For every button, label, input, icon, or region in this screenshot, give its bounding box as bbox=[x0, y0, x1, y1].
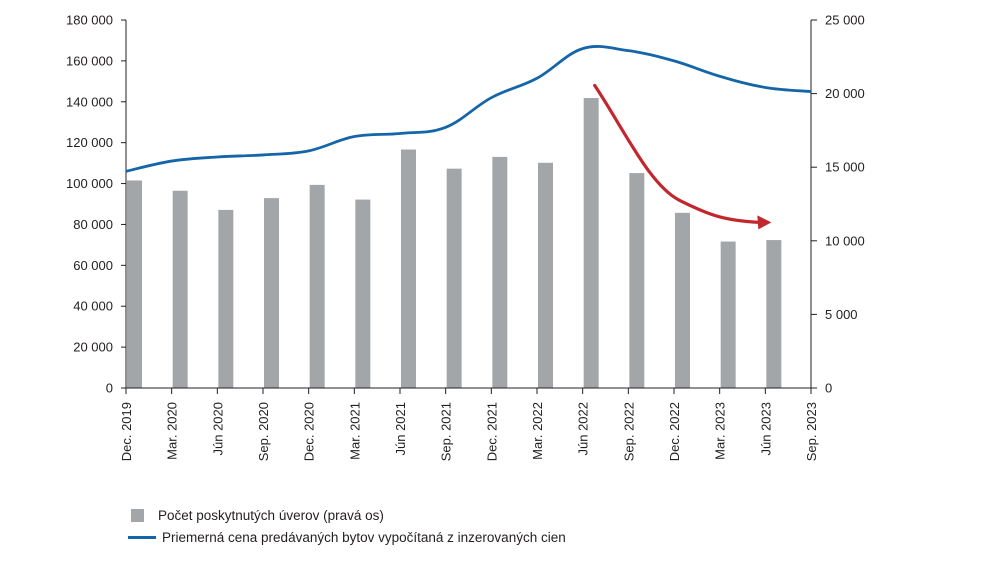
right-tick-label: 0 bbox=[825, 381, 832, 396]
left-tick-label: 40 000 bbox=[73, 299, 113, 314]
bar-4 bbox=[309, 184, 325, 388]
x-tick-label: Mar. 2023 bbox=[713, 402, 728, 460]
decline-arrowhead bbox=[757, 215, 772, 230]
bar-9 bbox=[538, 162, 553, 388]
left-tick-label: 180 000 bbox=[66, 13, 113, 28]
legend-loans-label: Počet poskytnutých úverov (pravá os) bbox=[158, 508, 384, 523]
bar-7 bbox=[446, 168, 462, 388]
bar-12 bbox=[675, 212, 690, 388]
legend-item-loans: Počet poskytnutých úverov (pravá os) bbox=[128, 508, 384, 523]
bar-14 bbox=[766, 240, 782, 388]
left-tick-label: 60 000 bbox=[73, 258, 113, 273]
x-tick-label: Mar. 2021 bbox=[347, 402, 362, 460]
x-tick-label: Jún 2023 bbox=[758, 402, 773, 456]
bars-group bbox=[127, 98, 782, 389]
x-tick-label: Dec. 2021 bbox=[484, 402, 499, 461]
decline-arrow bbox=[593, 83, 761, 224]
bar-3 bbox=[264, 198, 279, 388]
price-line-group bbox=[125, 45, 812, 173]
annotation-group bbox=[593, 83, 772, 230]
x-tick-label: Sep. 2022 bbox=[621, 402, 636, 461]
x-tick-label: Mar. 2020 bbox=[165, 402, 180, 460]
x-tick-label: Dec. 2020 bbox=[302, 402, 317, 461]
legend-price-label: Priemerná cena predávaných bytov vypočít… bbox=[162, 530, 566, 545]
bar-0 bbox=[127, 180, 142, 388]
left-tick-label: 100 000 bbox=[66, 176, 113, 191]
x-tick-label: Jún 2022 bbox=[576, 402, 591, 456]
legend-bar-swatch bbox=[131, 509, 144, 522]
left-tick-label: 140 000 bbox=[66, 94, 113, 109]
x-tick-label: Sep. 2023 bbox=[804, 402, 819, 461]
x-tick-label: Jún 2021 bbox=[393, 402, 408, 456]
left-tick-label: 0 bbox=[106, 381, 113, 396]
left-tick-label: 80 000 bbox=[73, 217, 113, 232]
bar-1 bbox=[172, 190, 188, 388]
axes-group: 0 20 000 40 000 60 000 80 000 100 000 120 000 1… bbox=[66, 13, 865, 462]
right-tick-label: 5 000 bbox=[825, 307, 858, 322]
x-tick-label: Dec. 2019 bbox=[119, 402, 134, 461]
bar-10 bbox=[583, 98, 599, 389]
right-tick-label: 25 000 bbox=[825, 13, 865, 28]
price-line bbox=[125, 45, 812, 173]
bar-8 bbox=[492, 156, 508, 388]
right-tick-label: 10 000 bbox=[825, 233, 865, 248]
x-tick-label: Dec. 2022 bbox=[667, 402, 682, 461]
legend-item-price: Priemerná cena predávaných bytov vypočít… bbox=[128, 530, 566, 545]
bar-11 bbox=[629, 173, 645, 388]
bar-6 bbox=[401, 149, 416, 388]
left-tick-label: 20 000 bbox=[73, 340, 113, 355]
bar-2 bbox=[218, 209, 234, 388]
left-tick-label: 160 000 bbox=[66, 53, 113, 68]
x-tick-label: Sep. 2020 bbox=[256, 402, 271, 461]
bar-5 bbox=[355, 199, 371, 388]
x-tick-label: Jún 2020 bbox=[210, 402, 225, 456]
legend-line-swatch bbox=[128, 536, 156, 539]
right-tick-label: 20 000 bbox=[825, 86, 865, 101]
x-tick-label: Mar. 2022 bbox=[530, 402, 545, 460]
right-tick-label: 15 000 bbox=[825, 160, 865, 175]
left-tick-label: 120 000 bbox=[66, 135, 113, 150]
bar-13 bbox=[720, 241, 736, 388]
x-tick-label: Sep. 2021 bbox=[439, 402, 454, 461]
